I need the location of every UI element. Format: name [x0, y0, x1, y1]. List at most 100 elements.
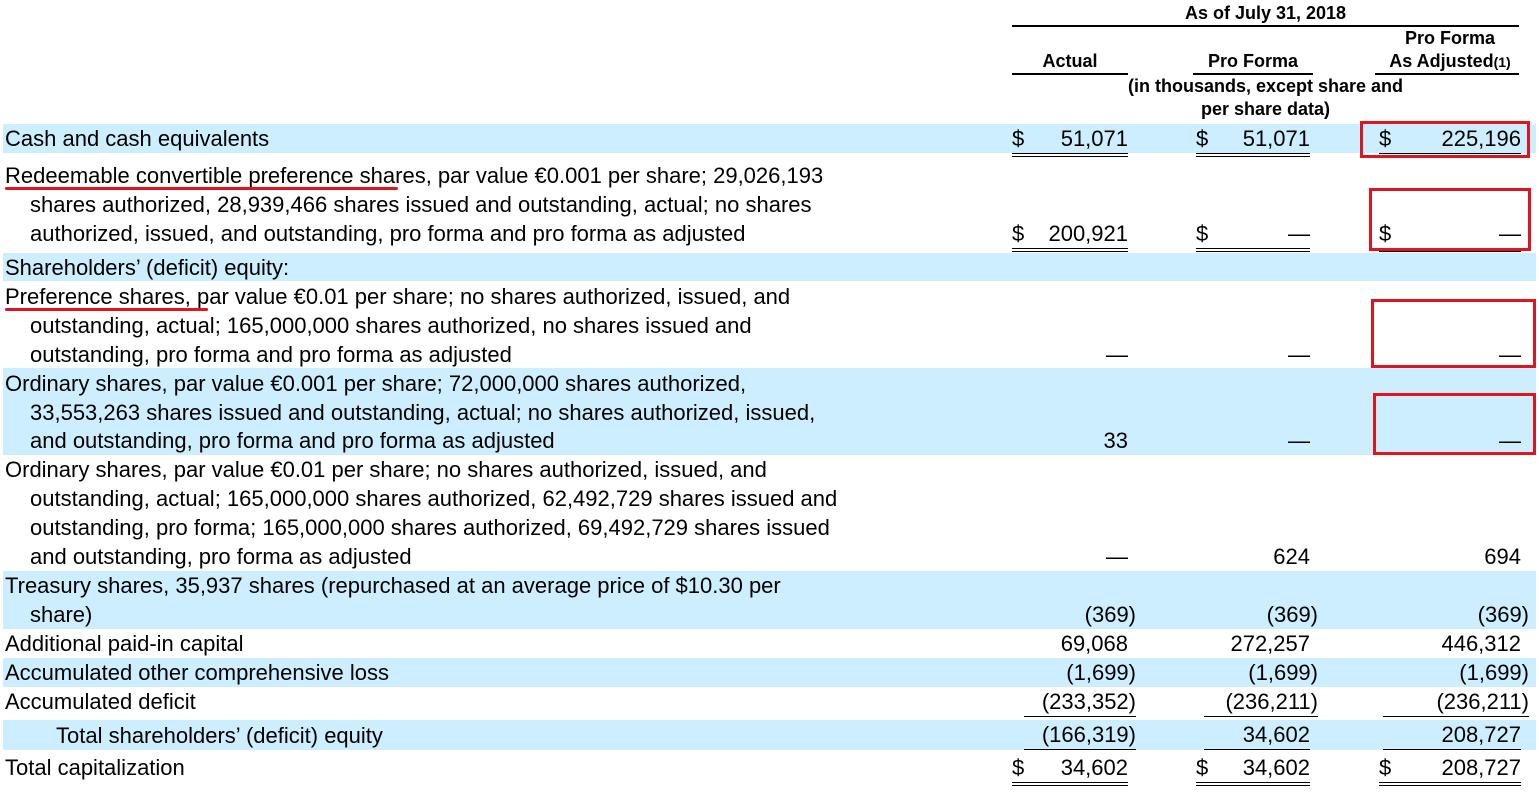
- ordinary-001-adjusted-value: —: [1499, 428, 1521, 453]
- currency-sign: $: [1012, 221, 1025, 246]
- period-header-rule: [1012, 25, 1519, 27]
- band-equity-heading: [3, 253, 1536, 281]
- deficit-actual-value: (233,352): [1041, 689, 1136, 714]
- cash-pro-forma-value: 51,071: [1242, 126, 1310, 151]
- treasury-actual-cell: (369): [1012, 600, 1136, 629]
- row-label-apic: Additional paid-in capital: [5, 631, 244, 656]
- total-equity-pro-forma-cell: 34,602: [1204, 720, 1310, 750]
- currency-sign: $: [1379, 126, 1392, 151]
- total-equity-pro-forma-value: 34,602: [1242, 722, 1310, 747]
- redeemable-pro-forma-value: —: [1288, 221, 1310, 246]
- row-label-ordinary-001-line2: 33,553,263 shares issued and outstanding…: [30, 400, 816, 425]
- cash-pro-forma-cell: $ 51,071: [1196, 124, 1310, 157]
- units-note-line1: (in thousands, except share and: [1127, 76, 1404, 96]
- total-equity-actual-cell: (166,319): [1024, 720, 1136, 750]
- currency-sign: $: [1012, 126, 1025, 151]
- deficit-pro-forma-value: (236,211): [1225, 689, 1318, 714]
- aocl-actual-value: (1,699): [1066, 660, 1136, 685]
- ordinary-01-actual-value: —: [1106, 544, 1128, 569]
- col-rule-pro-forma: [1193, 73, 1313, 75]
- preference-adjusted-cell: —: [1379, 340, 1521, 369]
- ordinary-01-adjusted-value: 694: [1484, 544, 1521, 569]
- row-label-treasury-line2: share): [30, 602, 93, 627]
- total-cap-pro-forma-value: 34,602: [1242, 755, 1310, 780]
- aocl-pro-forma-value: (1,699): [1248, 660, 1318, 685]
- currency-sign: $: [1379, 221, 1392, 246]
- apic-pro-forma-cell: 272,257: [1196, 629, 1310, 658]
- band-ordinary-001: [3, 368, 1536, 455]
- annotation-box-redeemable-adjusted: [1369, 188, 1531, 251]
- redeemable-lead-text: Redeemable convertible preference: [5, 163, 354, 188]
- row-label-preference-line1: Preference shares, par value €0.01 per s…: [3, 282, 790, 311]
- band-cash: [3, 124, 1536, 153]
- cash-adjusted-value: 225,196: [1441, 126, 1521, 151]
- deficit-pro-forma-cell: (236,211): [1204, 687, 1318, 717]
- apic-adjusted-value: 446,312: [1441, 631, 1521, 656]
- apic-actual-cell: 69,068: [1012, 629, 1128, 658]
- deficit-adjusted-cell: (236,211): [1383, 687, 1529, 717]
- ordinary-01-adjusted-cell: 694: [1379, 542, 1521, 571]
- preference-lead-text: Preference shares: [5, 284, 185, 309]
- preference-adjusted-value: —: [1499, 342, 1521, 367]
- total-cap-actual-value: 34,602: [1060, 755, 1128, 780]
- currency-sign: $: [1196, 755, 1209, 780]
- total-equity-actual-value: (166,319): [1041, 722, 1136, 747]
- col-header-pro-forma: Pro Forma: [1207, 51, 1299, 71]
- total-cap-adjusted-value: 208,727: [1441, 755, 1521, 780]
- annotation-box-cash-adjusted: [1360, 121, 1530, 158]
- band-aocl: [3, 658, 1536, 687]
- row-label-ordinary-001-line1: Ordinary shares, par value €0.001 per sh…: [5, 371, 747, 396]
- annotation-box-ordinary-adjusted: [1373, 393, 1536, 455]
- total-cap-pro-forma-cell: $ 34,602: [1196, 753, 1310, 786]
- row-label-redeemable-line1: Redeemable convertible preference shares…: [3, 161, 823, 190]
- row-label-redeemable-line2: shares authorized, 28,939,466 shares iss…: [30, 192, 812, 217]
- row-label-equity-heading: Shareholders’ (deficit) equity:: [5, 255, 290, 280]
- ordinary-001-actual-value: 33: [1103, 428, 1128, 453]
- ordinary-01-pro-forma-value: 624: [1273, 544, 1310, 569]
- currency-sign: $: [1379, 755, 1392, 780]
- aocl-adjusted-value: (1,699): [1459, 660, 1529, 685]
- total-cap-adjusted-cell: $ 208,727: [1379, 753, 1521, 786]
- aocl-pro-forma-cell: (1,699): [1196, 658, 1318, 687]
- ordinary-001-pro-forma-value: —: [1288, 428, 1310, 453]
- row-label-preference-line3: outstanding, pro forma and pro forma as …: [30, 342, 512, 367]
- row-label-treasury-line1: Treasury shares, 35,937 shares (repurcha…: [5, 573, 781, 598]
- apic-pro-forma-value: 272,257: [1230, 631, 1310, 656]
- annotation-underline-redeemable: [5, 187, 398, 190]
- row-label-ordinary-01-line2: outstanding, actual; 165,000,000 shares …: [30, 486, 838, 511]
- preference-actual-value: —: [1106, 342, 1128, 367]
- period-header: As of July 31, 2018: [1184, 3, 1347, 23]
- row-label-total-equity: Total shareholders’ (deficit) equity: [56, 723, 383, 748]
- col-header-adjusted-text: As Adjusted: [1389, 51, 1494, 71]
- total-cap-actual-cell: $ 34,602: [1012, 753, 1128, 786]
- deficit-adjusted-value: (236,211): [1436, 689, 1529, 714]
- row-label-cash: Cash and cash equivalents: [5, 126, 270, 151]
- redeemable-rest-text: shares, par value €0.001 per share; 29,0…: [353, 163, 824, 188]
- footnote-marker: (1): [1493, 54, 1511, 70]
- treasury-pro-forma-value: (369): [1266, 602, 1318, 627]
- treasury-adjusted-value: (369): [1477, 602, 1529, 627]
- col-rule-adjusted: [1375, 73, 1519, 75]
- row-label-ordinary-01-line3: outstanding, pro forma; 165,000,000 shar…: [30, 515, 830, 540]
- currency-sign: $: [1196, 126, 1209, 151]
- row-label-ordinary-01-line1: Ordinary shares, par value €0.01 per sha…: [5, 457, 767, 482]
- treasury-adjusted-cell: (369): [1379, 600, 1529, 629]
- apic-adjusted-cell: 446,312: [1379, 629, 1521, 658]
- ordinary-001-actual-cell: 33: [1012, 426, 1128, 455]
- row-label-total-cap: Total capitalization: [5, 755, 185, 780]
- treasury-pro-forma-cell: (369): [1196, 600, 1318, 629]
- units-note-line2: per share data): [1200, 99, 1331, 119]
- band-total-equity: [3, 720, 1536, 750]
- row-label-ordinary-01-line4: and outstanding, pro forma as adjusted: [30, 544, 412, 569]
- preference-rest-text: , par value €0.01 per share; no shares a…: [184, 284, 791, 309]
- row-label-preference-line2: outstanding, actual; 165,000,000 shares …: [30, 313, 752, 338]
- row-label-redeemable-line3: authorized, issued, and outstanding, pro…: [30, 221, 746, 246]
- apic-actual-value: 69,068: [1060, 631, 1128, 656]
- currency-sign: $: [1012, 755, 1025, 780]
- aocl-actual-cell: (1,699): [1012, 658, 1136, 687]
- redeemable-pro-forma-cell: $ —: [1196, 219, 1310, 252]
- preference-pro-forma-cell: —: [1196, 340, 1310, 369]
- band-treasury: [3, 571, 1536, 629]
- preference-pro-forma-value: —: [1288, 342, 1310, 367]
- total-equity-adjusted-value: 208,727: [1441, 722, 1521, 747]
